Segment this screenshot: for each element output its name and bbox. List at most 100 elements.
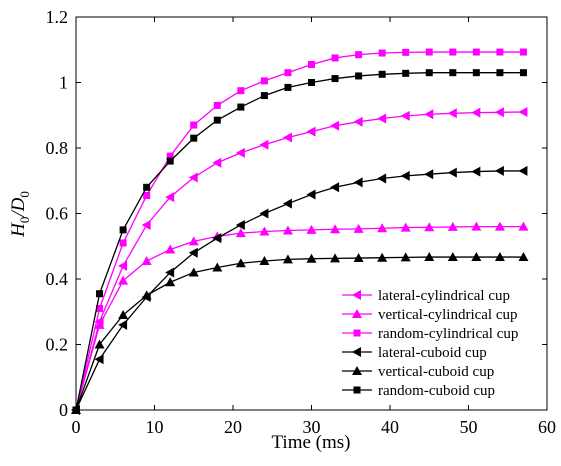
- data-point: [260, 92, 268, 100]
- y-axis-label: H0/D0: [8, 191, 32, 238]
- data-point: [331, 75, 339, 83]
- legend-item: vertical-cylindrical cup: [342, 307, 518, 323]
- data-point: [141, 290, 152, 300]
- x-tick-label: 60: [538, 417, 556, 437]
- data-point: [118, 319, 128, 330]
- y-tick-label: 0.6: [46, 204, 69, 224]
- data-point: [330, 224, 341, 234]
- legend-label: random-cuboid cup: [378, 383, 495, 399]
- y-tick-label: 1.2: [46, 7, 69, 27]
- x-tick-label: 50: [460, 417, 478, 437]
- legend-item: random-cylindrical cup: [342, 326, 518, 342]
- data-point: [165, 267, 175, 278]
- legend-marker: [352, 347, 361, 357]
- data-point: [519, 48, 527, 56]
- y-label-sub: 0: [17, 217, 32, 224]
- data-point: [400, 222, 411, 232]
- data-point: [353, 116, 363, 127]
- data-point: [141, 255, 152, 265]
- data-point: [471, 166, 481, 177]
- y-label-h: H: [8, 222, 29, 238]
- data-point: [165, 277, 176, 287]
- series-line: [75, 72, 524, 411]
- data-point: [165, 192, 175, 203]
- data-point: [400, 170, 410, 181]
- y-label-sub2: 0: [17, 191, 32, 198]
- data-point: [166, 157, 174, 165]
- data-point: [260, 77, 268, 85]
- data-point: [425, 48, 433, 56]
- data-point: [424, 252, 435, 262]
- data-point: [424, 109, 434, 120]
- x-tick-label: 30: [303, 417, 321, 437]
- data-point: [496, 69, 504, 77]
- series-5: [72, 69, 527, 414]
- legend-marker: [352, 309, 362, 318]
- data-point: [518, 252, 529, 262]
- data-point: [308, 60, 315, 68]
- y-tick-label: 0.4: [46, 269, 69, 289]
- data-point: [237, 87, 245, 95]
- legend-label: vertical-cuboid cup: [378, 364, 494, 380]
- data-point: [188, 236, 199, 246]
- data-point: [378, 70, 386, 78]
- data-point: [353, 177, 363, 188]
- x-axis-label: Time (ms): [271, 432, 350, 453]
- data-point: [235, 228, 246, 238]
- data-point: [377, 223, 388, 233]
- data-point: [472, 48, 480, 56]
- data-point: [424, 169, 434, 180]
- series-4: [71, 252, 529, 414]
- data-point: [353, 223, 364, 233]
- data-point: [330, 253, 341, 263]
- series-layer: [71, 48, 529, 415]
- data-point: [449, 48, 457, 56]
- x-tick-label: 40: [381, 417, 399, 437]
- data-point: [284, 69, 292, 77]
- data-point: [518, 165, 528, 176]
- data-point: [496, 48, 504, 56]
- data-point: [331, 54, 339, 62]
- legend-item: lateral-cuboid cup: [342, 345, 487, 361]
- data-point: [519, 69, 527, 77]
- data-point: [306, 253, 317, 263]
- data-point: [141, 219, 151, 230]
- data-point: [72, 406, 80, 414]
- legend-label: lateral-cuboid cup: [378, 345, 487, 361]
- x-tick-label: 10: [146, 417, 164, 437]
- legend-label: vertical-cylindrical cup: [378, 307, 518, 323]
- data-point: [377, 173, 387, 184]
- data-point: [378, 49, 386, 57]
- legend-marker: [353, 329, 361, 337]
- x-tick-label: 0: [72, 417, 81, 437]
- legend-item: lateral-cylindrical cup: [342, 288, 510, 304]
- legend-item: random-cuboid cup: [342, 383, 495, 399]
- data-point: [400, 110, 410, 121]
- data-point: [306, 224, 317, 234]
- data-point: [471, 221, 482, 231]
- data-point: [494, 252, 505, 262]
- data-point: [330, 182, 340, 193]
- data-point: [377, 113, 387, 124]
- data-point: [94, 354, 104, 365]
- x-axis: 0 10 20 30 40 50 60: [72, 17, 556, 437]
- data-point: [472, 69, 480, 77]
- data-point: [424, 222, 435, 232]
- data-point: [259, 226, 270, 236]
- data-point: [213, 101, 221, 109]
- data-point: [471, 252, 482, 262]
- data-point: [235, 147, 245, 158]
- data-point: [94, 319, 105, 329]
- legend-marker: [352, 290, 361, 300]
- data-point: [212, 233, 222, 244]
- data-point: [259, 208, 269, 219]
- data-point: [212, 157, 222, 168]
- legend-label: lateral-cylindrical cup: [378, 288, 510, 304]
- data-point: [188, 172, 198, 183]
- y-tick-label: 1: [59, 73, 68, 93]
- data-point: [284, 83, 292, 91]
- data-point: [447, 252, 458, 262]
- series-line: [75, 256, 524, 411]
- data-point: [402, 48, 410, 56]
